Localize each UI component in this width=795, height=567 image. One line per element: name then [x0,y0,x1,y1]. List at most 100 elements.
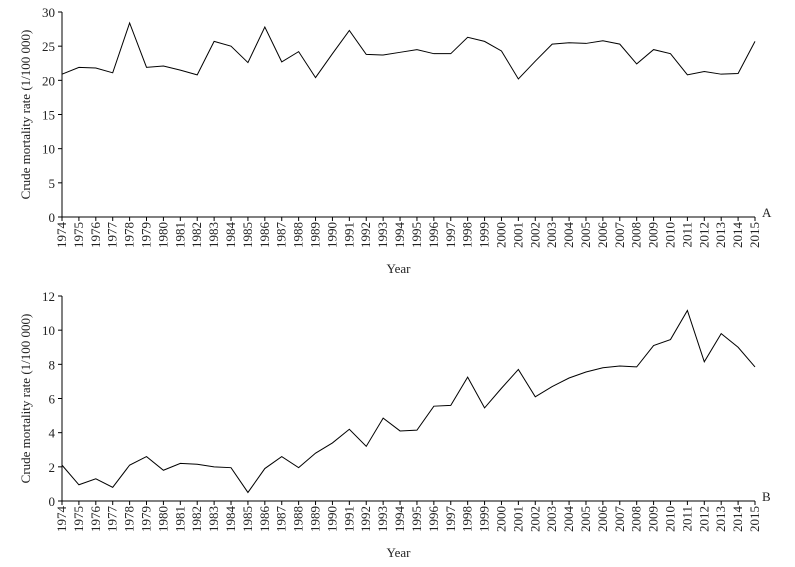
x-tick-label: 1988 [291,222,306,248]
x-tick-label: 1989 [308,506,323,532]
x-tick-label: 1991 [341,506,356,532]
x-tick-label: 1974 [54,222,69,249]
x-tick-label: 2010 [662,222,677,248]
x-tick-label: 1997 [443,222,458,249]
y-tick-label: 10 [42,323,55,338]
x-tick-label: 2008 [629,222,644,248]
x-tick-label: 1999 [477,506,492,532]
x-tick-label: 1978 [122,222,137,248]
x-tick-label: 2008 [629,506,644,532]
x-tick-label: 1978 [122,506,137,532]
x-tick-label: 2002 [527,222,542,248]
x-tick-label: 1977 [105,222,120,249]
x-tick-label: 1994 [392,506,407,533]
x-tick-label: 2007 [612,506,627,533]
y-tick-label: 4 [49,426,56,441]
x-tick-label: 1981 [172,506,187,532]
x-tick-label: 1979 [139,222,154,248]
x-tick-label: 1990 [324,222,339,248]
x-tick-label: 1985 [240,506,255,532]
x-tick-label: 1996 [426,222,441,249]
x-tick-label: 2015 [747,506,762,532]
x-tick-label: 2000 [493,506,508,532]
y-tick-label: 30 [42,5,55,20]
x-tick-label: 1984 [223,222,238,249]
x-tick-label: 1979 [139,506,154,532]
y-tick-label: 20 [42,73,55,88]
x-tick-label: 2012 [696,506,711,532]
x-tick-label: 2006 [595,222,610,249]
x-tick-label: 2001 [510,506,525,532]
x-tick-label: 2009 [646,506,661,532]
y-tick-label: 2 [49,460,56,475]
x-tick-label: 1988 [291,506,306,532]
x-tick-label: 1976 [88,506,103,533]
x-tick-label: 1996 [426,506,441,533]
x-tick-label: 1980 [155,222,170,248]
x-tick-label: 2005 [578,222,593,248]
x-tick-label: 1995 [409,222,424,248]
x-axis-label: Year [387,261,412,276]
x-tick-label: 1985 [240,222,255,248]
x-tick-label: 1994 [392,222,407,249]
y-tick-label: 12 [42,289,55,304]
x-tick-label: 1986 [257,506,272,533]
y-axis-label: Crude mortality rate (1/100 000) [18,30,33,200]
y-tick-label: 5 [49,176,56,191]
x-tick-label: 2011 [679,222,694,248]
x-tick-label: 2015 [747,222,762,248]
y-tick-label: 0 [49,494,56,509]
x-tick-label: 2000 [493,222,508,248]
y-tick-label: 15 [42,108,55,123]
x-tick-label: 1977 [105,506,120,533]
x-tick-label: 1995 [409,506,424,532]
x-tick-label: 1998 [460,506,475,532]
x-tick-label: 2010 [662,506,677,532]
x-tick-label: 2014 [730,506,745,533]
x-tick-label: 1990 [324,506,339,532]
x-tick-label: 2011 [679,506,694,532]
x-tick-label: 2003 [544,222,559,248]
line [61,309,756,494]
x-tick-label: 1997 [443,506,458,533]
x-tick-label: 1987 [274,222,289,249]
x-tick-label: 2012 [696,222,711,248]
panel-label: B [762,489,771,504]
line [61,21,756,80]
x-tick-label: 2006 [595,506,610,533]
x-tick-label: 2009 [646,222,661,248]
x-tick-label: 1991 [341,222,356,248]
x-tick-label: 2001 [510,222,525,248]
x-tick-label: 1993 [375,222,390,248]
x-tick-label: 2013 [713,506,728,532]
y-tick-label: 6 [49,392,56,407]
x-tick-label: 2005 [578,506,593,532]
y-tick-label: 8 [49,357,56,372]
x-tick-label: 2004 [561,506,576,533]
y-axis-label: Crude mortality rate (1/100 000) [18,314,33,484]
y-tick-label: 25 [42,39,55,54]
x-tick-label: 1983 [206,222,221,248]
x-tick-label: 2002 [527,506,542,532]
x-tick-label: 1975 [71,506,86,532]
y-tick-label: 10 [42,142,55,157]
x-tick-label: 1992 [358,506,373,532]
x-tick-label: 1987 [274,506,289,533]
x-tick-label: 1982 [189,222,204,248]
x-tick-label: 1999 [477,222,492,248]
x-tick-label: 1998 [460,222,475,248]
x-tick-label: 1983 [206,506,221,532]
panel-label: A [762,205,772,220]
x-tick-label: 2013 [713,222,728,248]
x-tick-label: 1989 [308,222,323,248]
y-tick-label: 0 [49,210,56,225]
x-tick-label: 1993 [375,506,390,532]
x-tick-label: 2007 [612,222,627,249]
x-tick-label: 1986 [257,222,272,249]
x-tick-label: 1982 [189,506,204,532]
x-tick-label: 1975 [71,222,86,248]
x-tick-label: 2014 [730,222,745,249]
x-tick-label: 1976 [88,222,103,249]
x-tick-label: 1974 [54,506,69,533]
